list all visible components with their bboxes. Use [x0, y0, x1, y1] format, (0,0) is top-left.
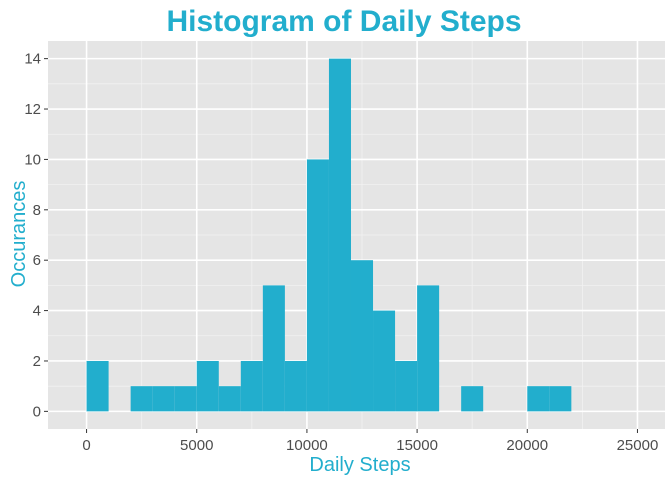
histogram-bar — [152, 386, 175, 412]
y-tick-label: 6 — [33, 252, 41, 269]
histogram-bar — [218, 386, 241, 412]
x-tick-label: 25000 — [617, 437, 659, 454]
histogram-bar — [350, 260, 374, 412]
y-tick-label: 12 — [24, 101, 41, 118]
grid-minor — [48, 41, 665, 429]
histogram-bar — [373, 310, 396, 412]
histogram-bar — [240, 360, 263, 412]
y-axis-title: Occurances — [8, 181, 30, 288]
y-tick-label: 4 — [33, 303, 41, 320]
histogram-bar — [262, 285, 285, 412]
y-tick-label: 14 — [24, 51, 41, 68]
histogram-bar — [130, 386, 153, 412]
histogram-bar — [86, 360, 109, 412]
x-axis: 0 5000 10000 15000 20000 25000 — [82, 429, 658, 454]
x-tick-label: 0 — [82, 437, 90, 454]
histogram-bar — [328, 58, 351, 412]
histogram-bar — [461, 386, 484, 412]
x-tick-label: 15000 — [396, 437, 438, 454]
chart-title: Histogram of Daily Steps — [166, 5, 521, 38]
y-axis: 0 2 4 6 8 10 12 14 — [24, 51, 48, 420]
histogram-bar — [174, 386, 197, 412]
histogram-bar — [196, 360, 219, 412]
histogram-bar — [549, 386, 572, 412]
x-axis-title: Daily Steps — [309, 454, 410, 476]
y-tick-label: 10 — [24, 151, 41, 168]
histogram-bar — [284, 360, 307, 412]
y-tick-label: 2 — [33, 353, 41, 370]
histogram-bar — [417, 285, 440, 412]
bars — [86, 58, 572, 412]
x-tick-label: 5000 — [180, 437, 213, 454]
y-tick-label: 8 — [33, 202, 41, 219]
histogram-bar — [306, 159, 329, 412]
histogram-bar — [527, 386, 550, 412]
x-tick-label: 10000 — [286, 437, 328, 454]
histogram-bar — [395, 360, 418, 412]
x-tick-label: 20000 — [506, 437, 548, 454]
y-tick-label: 0 — [33, 403, 41, 420]
